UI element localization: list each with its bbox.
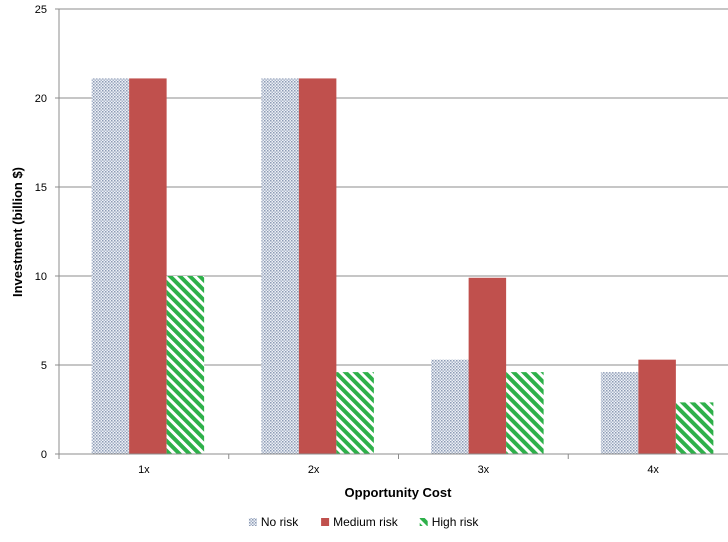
legend-swatch (248, 518, 257, 526)
y-tick-label: 5 (41, 360, 47, 372)
bar-high-risk (506, 372, 544, 454)
bar-no-risk (431, 359, 469, 454)
legend-label: High risk (432, 515, 480, 529)
x-axis-title: Opportunity Cost (345, 485, 453, 500)
legend-swatch (321, 518, 330, 526)
bar-no-risk (261, 78, 299, 455)
bars (91, 78, 714, 455)
legend-label: No risk (261, 515, 299, 529)
y-tick-label: 25 (35, 4, 47, 16)
legend: No risk Medium risk High risk (248, 515, 480, 529)
bar-medium-risk (298, 78, 337, 455)
x-tick-label: 4x (647, 464, 659, 476)
bar-high-risk (675, 402, 714, 454)
legend-label: Medium risk (333, 515, 399, 529)
bar-medium-risk (468, 277, 507, 454)
axes (55, 8, 728, 459)
y-tick-label: 0 (41, 449, 47, 461)
tick-labels: 0 5 10 15 20 25 1x 2x 3x 4x (35, 4, 660, 476)
y-axis-title: Investment (billion $) (10, 167, 25, 297)
bar-high-risk (336, 372, 374, 454)
y-tick-label: 15 (35, 182, 47, 194)
x-tick-label: 2x (308, 464, 320, 476)
y-tick-label: 10 (35, 271, 47, 283)
bar-medium-risk (129, 78, 167, 455)
x-tick-label: 1x (138, 464, 150, 476)
y-tick-label: 20 (35, 93, 47, 105)
bar-no-risk (91, 78, 130, 455)
x-tick-label: 3x (478, 464, 490, 476)
bar-no-risk (600, 372, 639, 454)
legend-swatch (419, 518, 428, 526)
bar-medium-risk (638, 359, 676, 454)
bar-high-risk (166, 276, 205, 454)
